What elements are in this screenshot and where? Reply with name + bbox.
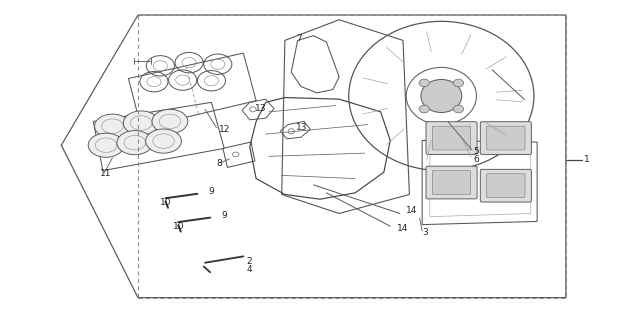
Ellipse shape bbox=[95, 114, 131, 138]
Text: 11: 11 bbox=[100, 169, 111, 178]
FancyBboxPatch shape bbox=[480, 169, 531, 202]
FancyBboxPatch shape bbox=[486, 126, 525, 150]
Ellipse shape bbox=[419, 79, 429, 87]
Ellipse shape bbox=[421, 79, 462, 113]
Text: 9: 9 bbox=[208, 187, 214, 196]
Text: 14: 14 bbox=[397, 224, 408, 233]
Text: 9: 9 bbox=[221, 211, 227, 219]
Ellipse shape bbox=[152, 109, 188, 133]
Text: 5: 5 bbox=[473, 147, 479, 156]
Text: 7: 7 bbox=[296, 34, 301, 43]
Ellipse shape bbox=[453, 105, 463, 113]
FancyBboxPatch shape bbox=[486, 174, 525, 197]
Text: 12: 12 bbox=[219, 125, 230, 134]
Text: 10: 10 bbox=[173, 222, 184, 231]
Text: 4: 4 bbox=[246, 264, 252, 274]
Text: 6: 6 bbox=[473, 155, 479, 164]
Text: 14: 14 bbox=[406, 206, 417, 215]
Text: 13: 13 bbox=[296, 123, 307, 132]
Ellipse shape bbox=[117, 130, 153, 155]
Ellipse shape bbox=[88, 133, 124, 157]
FancyBboxPatch shape bbox=[426, 166, 477, 199]
Ellipse shape bbox=[419, 105, 429, 113]
Text: 13: 13 bbox=[255, 104, 266, 113]
Text: 1: 1 bbox=[584, 155, 589, 164]
FancyBboxPatch shape bbox=[426, 122, 477, 154]
Ellipse shape bbox=[453, 79, 463, 87]
Ellipse shape bbox=[124, 111, 159, 135]
Ellipse shape bbox=[146, 129, 181, 153]
FancyBboxPatch shape bbox=[433, 171, 470, 195]
Text: 2: 2 bbox=[246, 257, 252, 266]
Text: 3: 3 bbox=[422, 228, 428, 237]
FancyBboxPatch shape bbox=[433, 126, 470, 150]
Text: 10: 10 bbox=[161, 198, 172, 207]
FancyBboxPatch shape bbox=[480, 122, 531, 154]
Text: 8: 8 bbox=[216, 159, 222, 168]
